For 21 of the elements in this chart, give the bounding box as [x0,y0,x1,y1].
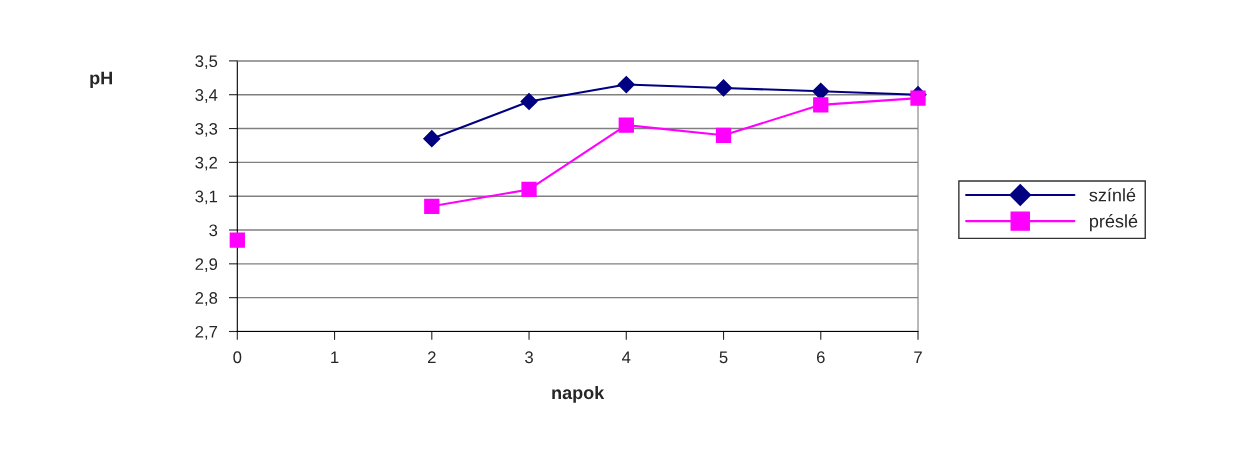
x-tick-label: 5 [719,351,728,364]
y-tick-label: 2,9 [195,258,218,273]
x-tick-label: 0 [233,351,242,364]
y-axis-title: pH [90,71,112,88]
y-tick-label: 3,1 [195,190,218,205]
y-tick-label: 3,4 [195,89,218,103]
x-tick-label: 3 [525,351,533,364]
y-tick-label: 3,2 [195,156,218,171]
y-tick-label: 2,7 [195,325,218,340]
y-tick-label: 2,8 [195,292,218,306]
x-tick-label: 1 [331,351,339,364]
text: színlé [1089,188,1136,202]
x-tick-label: 4 [622,351,631,364]
text: préslé [1090,214,1138,232]
x-axis-title: napok [552,385,605,403]
x-tick-label: 7 [914,351,922,364]
y-tick-label: 3 [209,224,218,237]
y-tick-label: 3,3 [195,122,218,137]
y-tick-label: 3,5 [195,55,218,70]
x-tick-label: 6 [816,351,825,364]
x-tick-label: 2 [428,351,436,364]
